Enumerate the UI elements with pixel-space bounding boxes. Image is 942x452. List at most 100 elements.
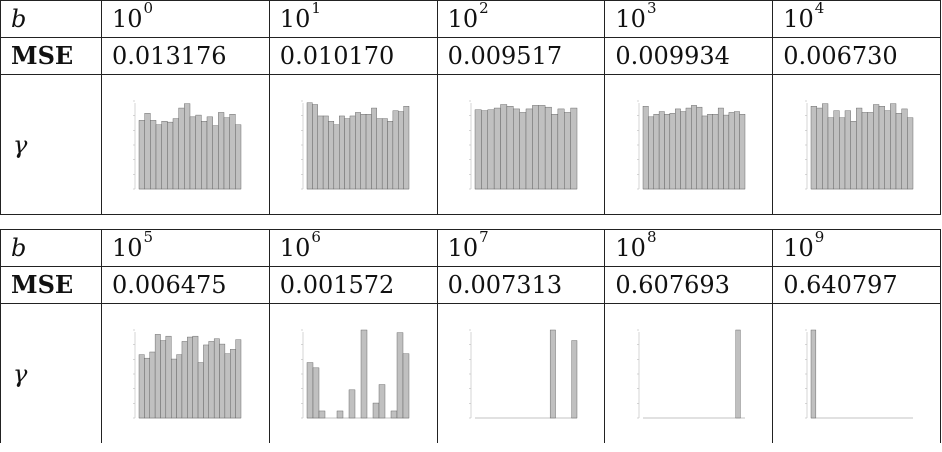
histogram-bar xyxy=(867,111,874,189)
histogram-bar xyxy=(225,353,231,418)
row-b: b 100 101 102 103 104 xyxy=(0,0,941,38)
histogram-bar xyxy=(707,113,713,189)
histogram-bar xyxy=(318,410,326,418)
row-label-gamma: γ xyxy=(0,303,102,443)
histogram-bar xyxy=(167,121,174,189)
histogram-bar xyxy=(224,117,231,189)
gamma-histogram xyxy=(636,100,745,189)
histogram-bar xyxy=(733,110,740,189)
histogram-bar xyxy=(184,102,191,189)
histogram-bar xyxy=(173,117,180,189)
histogram-bar xyxy=(685,107,692,189)
gamma-histogram xyxy=(133,100,242,189)
histogram-bar xyxy=(182,340,188,418)
b-value: 100 xyxy=(101,0,270,38)
results-table-top: b 100 101 102 103 104 MSE 0.013176 0.010… xyxy=(0,0,941,215)
histogram-bar xyxy=(336,410,344,418)
histogram-bar xyxy=(723,114,729,189)
histogram-bar xyxy=(653,113,660,189)
gamma-cell xyxy=(268,74,438,215)
histogram-bar xyxy=(872,103,879,189)
histogram-bar xyxy=(208,340,215,418)
histogram-bar xyxy=(219,343,226,418)
histogram-bar xyxy=(850,120,857,189)
histogram-bar xyxy=(838,117,845,189)
histogram-bar xyxy=(201,120,208,189)
histogram-bar xyxy=(506,105,514,189)
histogram-bar xyxy=(387,120,394,189)
histogram-bar xyxy=(402,353,410,418)
gamma-histogram xyxy=(468,100,578,189)
histogram-bar xyxy=(235,338,242,418)
row-gamma: γ xyxy=(0,74,941,215)
histogram-bar xyxy=(519,111,527,189)
row-label-mse: MSE xyxy=(0,37,102,75)
histogram-bar xyxy=(570,107,578,189)
gamma-histogram xyxy=(133,329,242,418)
histogram-bar xyxy=(376,117,383,189)
histogram-bar xyxy=(187,336,194,418)
mse-value: 0.001572 xyxy=(268,266,438,304)
histogram-bar xyxy=(230,348,237,418)
gamma-histogram xyxy=(301,329,410,418)
mse-value: 0.010170 xyxy=(268,37,438,75)
histogram-bar xyxy=(349,115,356,189)
histogram-bar xyxy=(701,115,708,189)
histogram-bar xyxy=(493,107,501,189)
histogram-bar xyxy=(155,333,162,418)
mse-value: 0.640797 xyxy=(772,266,941,304)
gamma-histogram xyxy=(804,329,913,418)
b-value: 106 xyxy=(268,229,438,267)
histogram-bar xyxy=(195,114,202,189)
histogram-bar xyxy=(203,344,210,418)
histogram-bar xyxy=(513,108,520,189)
histogram-bar xyxy=(500,103,508,189)
histogram-bar xyxy=(235,124,242,189)
gamma-cell xyxy=(604,74,774,215)
histogram-bar xyxy=(658,110,665,189)
histogram-bar xyxy=(549,329,556,418)
histogram-bar xyxy=(390,410,398,418)
histogram-bar xyxy=(827,117,834,189)
histogram-bar xyxy=(664,113,670,189)
histogram-bar xyxy=(161,120,168,189)
histogram-bar xyxy=(396,331,404,418)
histogram-bar xyxy=(647,116,654,189)
histogram-bar xyxy=(739,113,745,189)
histogram-bar xyxy=(889,102,896,189)
histogram-bar xyxy=(371,107,378,189)
histogram-bar xyxy=(816,107,823,189)
histogram-bar xyxy=(532,104,539,189)
histogram-bar xyxy=(323,115,329,189)
histogram-bar xyxy=(339,115,345,189)
mse-value: 0.006730 xyxy=(772,37,941,75)
histogram-bar xyxy=(717,107,724,189)
histogram-bar xyxy=(317,115,324,189)
histogram-bar xyxy=(544,106,552,189)
row-mse: MSE 0.013176 0.010170 0.009517 0.009934 … xyxy=(0,37,941,75)
histogram-bar xyxy=(525,108,533,189)
b-value: 102 xyxy=(436,0,606,38)
histogram-bar xyxy=(855,107,862,189)
histogram-bar xyxy=(861,111,868,189)
histogram-bar xyxy=(538,104,546,189)
histogram-bar xyxy=(306,102,313,189)
results-table-bottom: b 105 106 107 108 109 MSE 0.006475 0.001… xyxy=(0,229,941,443)
histogram-bar xyxy=(312,367,320,418)
histogram-bar xyxy=(378,383,386,418)
histogram-bar xyxy=(833,109,840,189)
histogram-bar xyxy=(139,119,146,189)
gamma-cell xyxy=(101,74,270,215)
row-mse: MSE 0.006475 0.001572 0.007313 0.607693 … xyxy=(0,266,941,304)
histogram-bar xyxy=(218,111,225,189)
histogram-bar xyxy=(551,113,559,189)
histogram-bar xyxy=(674,108,681,189)
gamma-histogram xyxy=(804,100,913,189)
histogram-bar xyxy=(190,116,197,189)
histogram-bar xyxy=(571,339,578,418)
histogram-bar xyxy=(229,113,236,189)
b-value: 109 xyxy=(772,229,941,267)
gamma-cell xyxy=(268,303,438,443)
histogram-bar xyxy=(306,361,314,418)
gamma-cell xyxy=(604,303,774,443)
